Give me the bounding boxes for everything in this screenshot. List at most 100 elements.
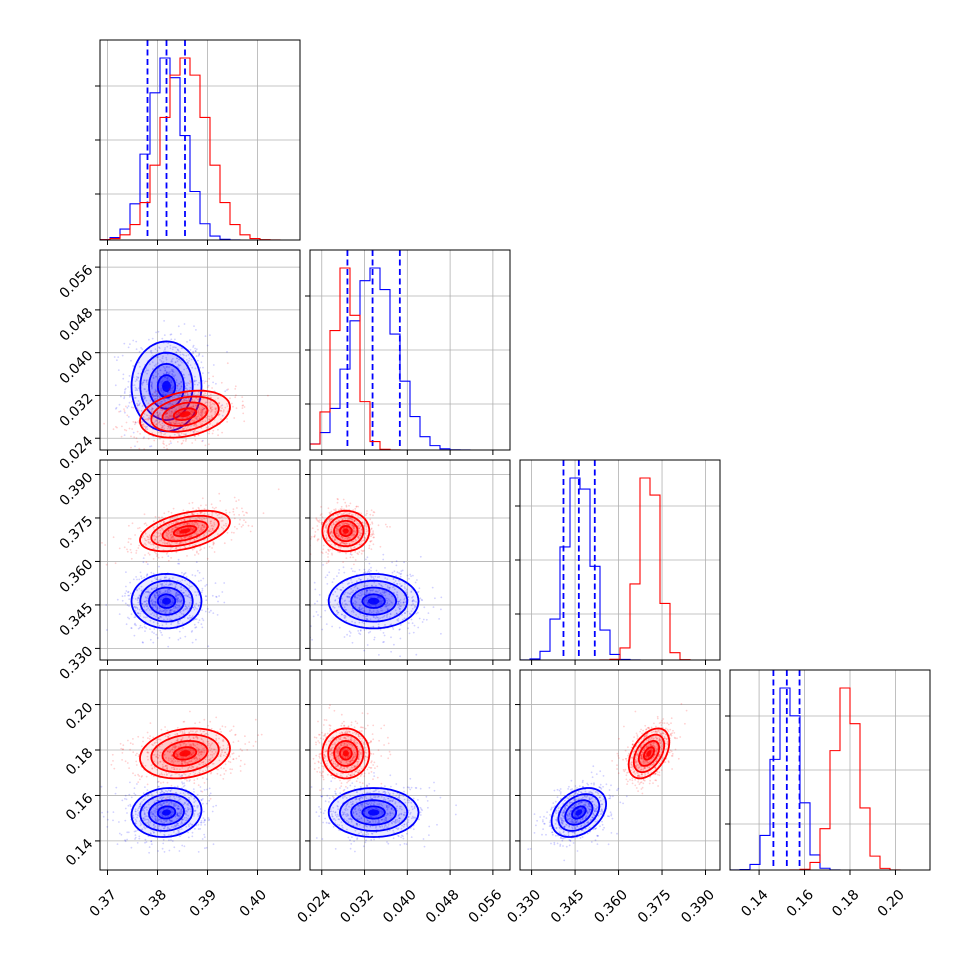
- sample-point: [395, 575, 398, 577]
- sample-point: [167, 510, 170, 513]
- sample-point: [163, 618, 165, 621]
- sample-point: [161, 584, 163, 587]
- sample-point: [369, 523, 371, 526]
- sample-point: [161, 516, 163, 518]
- sample-point: [217, 434, 220, 437]
- sample-point: [176, 384, 178, 387]
- sample-point: [356, 580, 358, 582]
- sample-point: [357, 535, 360, 538]
- sample-point: [145, 539, 148, 542]
- sample-point: [162, 425, 164, 428]
- sample-point: [390, 650, 392, 653]
- sample-point: [136, 599, 139, 602]
- sample-point: [194, 417, 197, 420]
- sample-point: [221, 407, 223, 409]
- sample-point: [172, 411, 175, 414]
- sample-point: [408, 612, 411, 615]
- y-tick-label: 0.040: [57, 348, 97, 388]
- sample-point: [338, 551, 341, 554]
- sample-point: [166, 618, 169, 620]
- sample-point: [370, 611, 373, 614]
- sample-point: [138, 608, 141, 611]
- sample-point: [186, 803, 189, 806]
- sample-point: [336, 595, 339, 597]
- sample-point: [357, 536, 359, 539]
- sample-point: [195, 618, 198, 621]
- sample-point: [432, 606, 435, 608]
- sample-point: [206, 537, 209, 540]
- sample-point: [207, 645, 210, 648]
- sample-point: [193, 424, 196, 427]
- sample-point: [169, 590, 172, 592]
- sample-point: [227, 388, 230, 391]
- sample-point: [369, 609, 371, 611]
- sample-point: [169, 344, 172, 347]
- sample-point: [232, 405, 234, 408]
- sample-point: [176, 357, 178, 360]
- contour-line: [327, 572, 420, 630]
- sample-point: [328, 520, 331, 522]
- sample-point: [398, 572, 400, 574]
- sample-point: [133, 792, 136, 795]
- sample-point: [381, 609, 384, 612]
- sample-point: [358, 608, 361, 611]
- sample-point: [163, 520, 165, 523]
- sample-point: [145, 524, 148, 526]
- sample-point: [203, 836, 206, 838]
- sample-point: [171, 583, 173, 586]
- sample-point: [171, 357, 174, 360]
- sample-point: [155, 597, 157, 599]
- sample-point: [154, 600, 157, 603]
- sample-point: [211, 387, 214, 389]
- sample-point: [143, 448, 146, 450]
- contour-line: [139, 389, 231, 439]
- sample-point: [123, 428, 126, 431]
- sample-point: [226, 417, 228, 420]
- sample-point: [177, 434, 180, 437]
- sample-point: [149, 628, 151, 630]
- sample-point: [158, 590, 160, 593]
- sample-point: [352, 526, 354, 529]
- sample-point: [179, 810, 182, 813]
- sample-point: [157, 416, 160, 419]
- sample-point: [402, 601, 405, 604]
- sample-point: [148, 542, 151, 545]
- sample-point: [213, 542, 216, 544]
- sample-point: [399, 601, 402, 604]
- sample-point: [134, 445, 136, 448]
- sample-point: [194, 367, 197, 370]
- sample-point: [349, 518, 351, 520]
- contour-line: [150, 395, 220, 433]
- sample-point: [189, 364, 192, 366]
- sample-point: [129, 343, 131, 345]
- sample-point: [187, 422, 189, 425]
- sample-point: [179, 434, 182, 437]
- sample-point: [410, 575, 412, 578]
- sample-point: [147, 541, 150, 544]
- sample-point: [358, 537, 360, 540]
- sample-point: [370, 569, 372, 572]
- sample-point: [245, 511, 248, 514]
- sample-point: [365, 590, 368, 593]
- sample-point: [170, 623, 173, 626]
- sample-point: [159, 583, 162, 586]
- sample-point: [123, 392, 126, 394]
- sample-point: [174, 361, 177, 363]
- sample-point: [366, 644, 369, 646]
- sample-point: [181, 622, 184, 625]
- sample-point: [440, 608, 442, 611]
- sample-point: [205, 517, 208, 519]
- sample-point: [170, 381, 173, 384]
- sample-point: [128, 793, 131, 796]
- sample-point: [384, 583, 387, 586]
- sample-point: [113, 356, 116, 358]
- sample-point: [352, 530, 354, 533]
- sample-point: [358, 524, 360, 527]
- sample-point: [332, 593, 334, 596]
- sample-point: [136, 402, 139, 405]
- sample-point: [163, 592, 166, 594]
- sample-point: [362, 614, 365, 617]
- sample-point: [417, 590, 420, 593]
- sample-point: [355, 589, 357, 592]
- sample-point: [156, 607, 159, 610]
